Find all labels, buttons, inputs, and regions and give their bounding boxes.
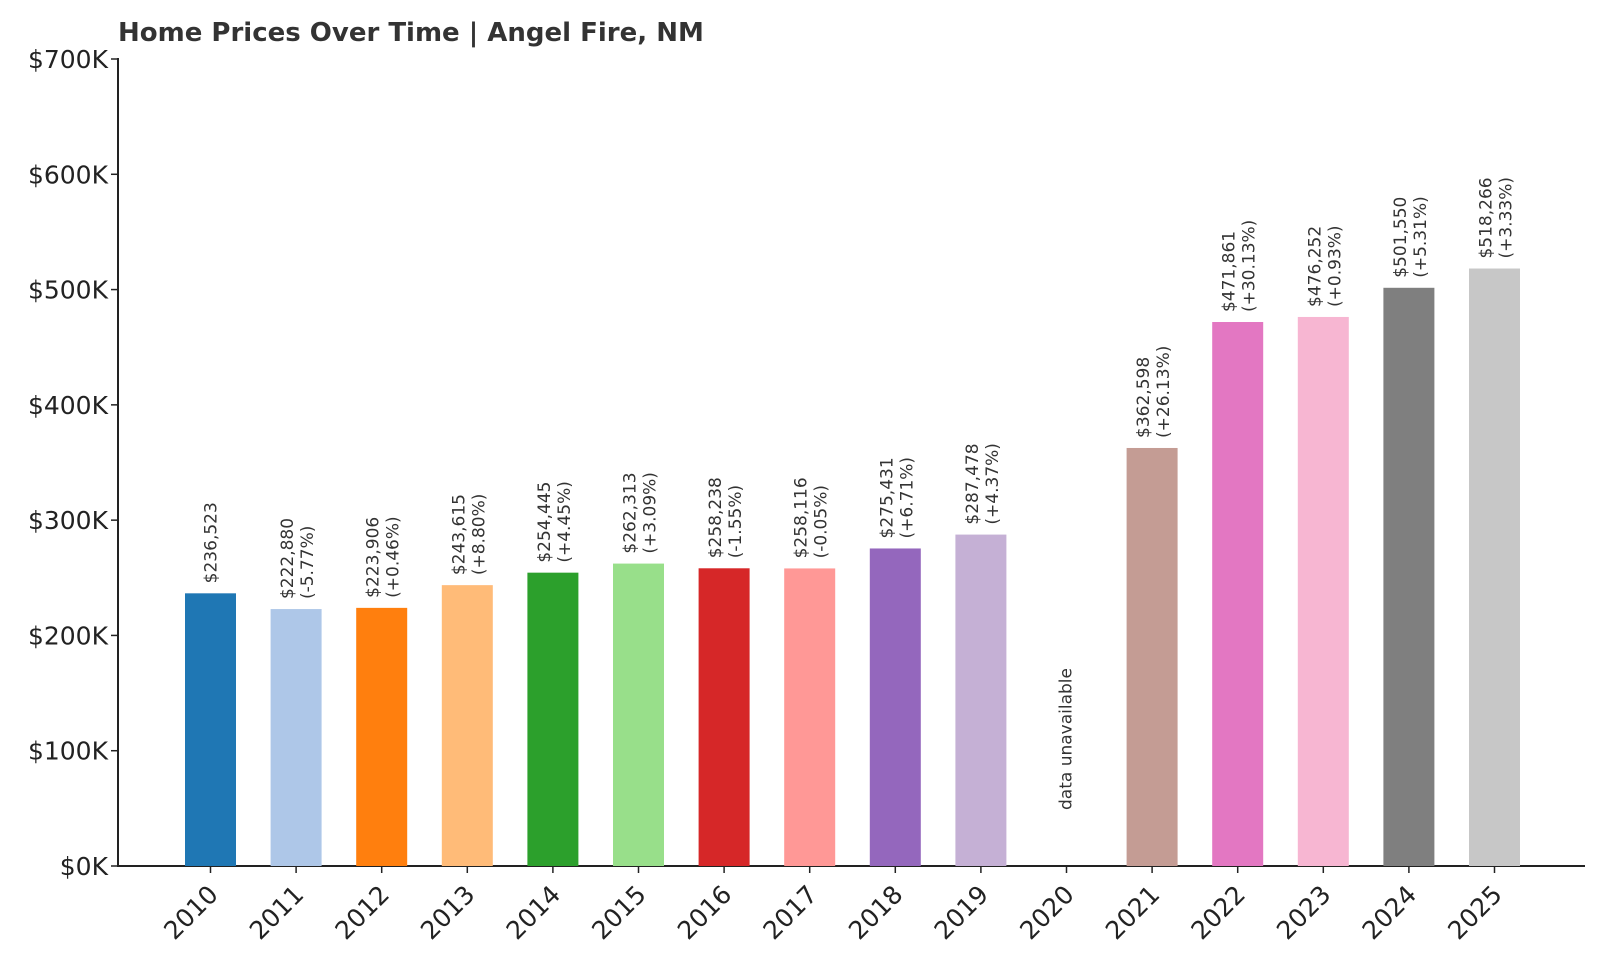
x-tick-label: 2025: [1442, 880, 1507, 945]
data-labels: $236,523 $222,880(-5.77%) $223,906(+0.46%)…: [202, 177, 1517, 810]
y-tick-label: $400K: [28, 391, 109, 420]
x-tick-label: 2022: [1185, 880, 1250, 945]
change-text: (-5.77%): [298, 526, 318, 599]
x-tick-label: 2015: [586, 880, 651, 945]
y-tick-label: $600K: [28, 160, 109, 189]
change-text: (+30.13%): [1240, 220, 1260, 312]
x-tick-label: 2010: [158, 880, 223, 945]
value-text: $362,598: [1134, 357, 1154, 438]
y-tick-label: $100K: [28, 737, 109, 766]
bars: [185, 268, 1520, 867]
x-tick-label: 2023: [1271, 880, 1336, 945]
change-text: (+3.09%): [641, 472, 661, 554]
change-text: (+5.31%): [1411, 196, 1431, 278]
change-text: (+0.46%): [384, 516, 404, 598]
y-tick-label: $200K: [28, 621, 109, 650]
change-text: (+26.13%): [1154, 346, 1174, 438]
bar-2019: [955, 534, 1007, 866]
value-label: $476,252(+0.93%): [1305, 225, 1345, 307]
x-tick-label: 2021: [1100, 880, 1165, 945]
x-axis: 2010 2011 2012 2013 2014 2015 2016 2017 2018 2019…: [117, 865, 1585, 945]
value-label: $501,550(+5.31%): [1391, 196, 1431, 278]
value-text: $471,861: [1220, 231, 1240, 312]
value-text: $287,478: [963, 443, 983, 524]
change-text: (+0.93%): [1325, 225, 1345, 307]
x-tick-label: 2014: [501, 880, 566, 945]
change-text: (-1.55%): [726, 485, 746, 558]
value-label: $243,615(+8.80%): [449, 494, 489, 576]
value-text: $223,906: [364, 517, 384, 598]
y-tick-label: $300K: [28, 506, 109, 535]
x-tick-label: 2012: [329, 880, 394, 945]
y-tick-label: $500K: [28, 276, 109, 305]
value-text: $518,266: [1477, 177, 1497, 258]
bar-2011: [270, 609, 322, 866]
bar-2022: [1212, 322, 1264, 866]
value-label: $223,906(+0.46%): [364, 516, 404, 598]
change-text: (+4.37%): [983, 443, 1003, 525]
value-text: $236,523: [202, 502, 222, 583]
x-tick-label: 2024: [1357, 880, 1422, 945]
change-text: (+4.45%): [555, 481, 575, 563]
value-text: $275,431: [877, 457, 897, 538]
y-tick-label: $0K: [60, 852, 109, 881]
bar-2012: [356, 607, 408, 866]
value-label: $258,238(-1.55%): [706, 477, 746, 558]
bar-2025: [1469, 268, 1520, 867]
bar-2021: [1126, 447, 1178, 866]
bar-2016: [698, 568, 750, 866]
x-tick-label: 2017: [757, 880, 822, 945]
bar-2013: [441, 585, 493, 866]
value-label: $258,116(-0.05%): [792, 477, 832, 558]
value-text: $243,615: [449, 494, 469, 575]
value-label: $275,431(+6.71%): [877, 457, 917, 539]
change-text: (+6.71%): [897, 457, 917, 539]
value-text: $222,880: [278, 518, 298, 599]
value-text: $258,116: [792, 477, 812, 558]
bar-2023: [1297, 316, 1349, 867]
bar-2010: [185, 593, 236, 866]
bar-2015: [613, 563, 664, 866]
x-tick-label: 2020: [1014, 880, 1079, 945]
value-label: $362,598(+26.13%): [1134, 346, 1174, 438]
value-text: $258,238: [706, 477, 726, 558]
x-tick-label: 2016: [672, 880, 737, 945]
value-text: $262,313: [621, 472, 641, 553]
value-text: $476,252: [1305, 226, 1325, 307]
value-text: $254,445: [535, 482, 555, 563]
x-tick-label: 2019: [929, 880, 994, 945]
change-text: (+3.33%): [1497, 177, 1517, 259]
value-label: $254,445(+4.45%): [535, 481, 575, 563]
x-tick-label: 2018: [843, 880, 908, 945]
y-tick-label: $700K: [28, 45, 109, 74]
change-text: (-0.05%): [812, 485, 832, 558]
bar-2014: [527, 572, 579, 866]
value-label: $262,313(+3.09%): [621, 472, 661, 554]
bar-2024: [1383, 287, 1435, 866]
value-label: $518,266(+3.33%): [1477, 177, 1517, 259]
y-axis: $0K $100K $200K $300K $400K $500K $600K $700K: [28, 45, 119, 881]
value-label: $471,861(+30.13%): [1220, 220, 1260, 312]
change-text: (+8.80%): [469, 494, 489, 576]
x-tick-label: 2013: [415, 880, 480, 945]
bar-2017: [784, 568, 836, 866]
value-label: $222,880(-5.77%): [278, 518, 318, 599]
value-label: $287,478(+4.37%): [963, 443, 1003, 525]
bar-2018: [869, 548, 921, 866]
chart-title: Home Prices Over Time | Angel Fire, NM: [118, 18, 704, 48]
value-text: $501,550: [1391, 197, 1411, 278]
x-tick-label: 2011: [244, 880, 309, 945]
missing-data-label: data unavailable: [1057, 668, 1077, 810]
value-label: $236,523: [202, 502, 222, 583]
